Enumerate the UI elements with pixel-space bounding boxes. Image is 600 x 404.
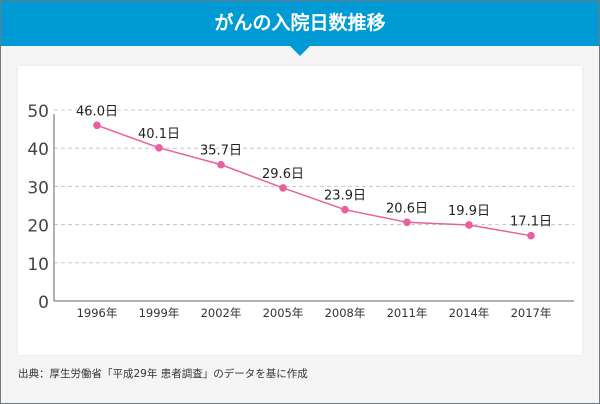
x-tick-label: 2014年	[449, 306, 490, 320]
source-note: 出典：厚生労働省「平成29年 患者調査」のデータを基に作成	[18, 368, 308, 380]
data-label: 35.7日	[200, 144, 242, 159]
x-tick-label: 1999年	[139, 306, 180, 320]
data-point	[527, 231, 535, 240]
x-tick-label: 2011年	[387, 306, 428, 320]
series-line	[96, 124, 532, 237]
y-tick-label: 40	[27, 140, 49, 160]
x-tick-label: 2008年	[325, 306, 366, 320]
data-label: 46.0日	[76, 104, 118, 119]
x-tick-label: 2002年	[201, 306, 242, 320]
data-point	[155, 144, 163, 152]
data-label: 23.9日	[324, 189, 366, 204]
x-tick-label: 1996年	[77, 306, 118, 320]
y-tick-label: 10	[27, 255, 49, 275]
data-point	[341, 205, 349, 214]
data-point	[465, 221, 473, 229]
y-tick-label: 30	[27, 178, 49, 198]
data-label: 29.6日	[262, 167, 304, 182]
header-pointer	[290, 46, 310, 56]
data-label: 19.9日	[448, 204, 490, 219]
data-label: 20.6日	[386, 201, 428, 216]
page-title: がんの入院日数推移	[1, 1, 599, 46]
data-point	[93, 121, 101, 130]
data-label: 40.1日	[138, 127, 180, 142]
data-point	[279, 184, 287, 192]
x-tick-label: 2005年	[263, 306, 304, 320]
y-tick-label: 50	[27, 102, 49, 122]
data-point	[403, 218, 411, 227]
x-tick-label: 2017年	[511, 306, 552, 320]
data-label: 17.1日	[510, 215, 552, 230]
y-tick-label: 20	[27, 217, 49, 237]
data-point	[217, 160, 225, 169]
y-tick-label: 0	[38, 293, 49, 313]
chart-panel	[18, 66, 582, 355]
